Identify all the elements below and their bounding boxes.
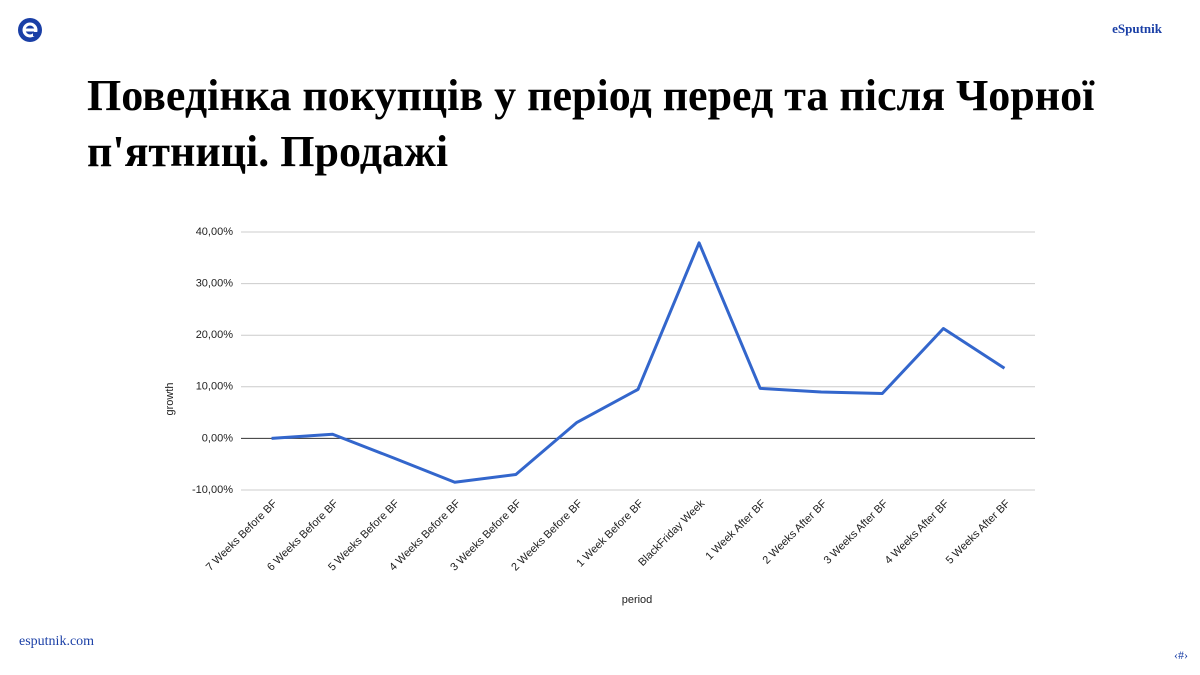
- logo: [18, 18, 42, 42]
- x-tick-label: 1 Week Before BF: [574, 497, 646, 569]
- y-axis-title: growth: [164, 382, 176, 415]
- y-tick-label: 0,00%: [202, 432, 233, 444]
- y-tick-label: 40,00%: [196, 226, 234, 238]
- y-tick-label: 30,00%: [196, 278, 234, 290]
- y-tick-label: 10,00%: [196, 381, 234, 393]
- x-tick-label: 2 Weeks After BF: [761, 497, 830, 566]
- y-tick-label: 20,00%: [196, 329, 234, 341]
- line-series: [271, 241, 1006, 484]
- x-tick-label: BlackFriday Week: [636, 497, 707, 568]
- y-tick-label: -10,00%: [192, 484, 233, 496]
- x-tick-label: 1 Week After BF: [703, 497, 768, 562]
- slide-number: ‹#›: [1174, 648, 1188, 662]
- x-tick-label: 3 Weeks After BF: [822, 497, 891, 566]
- brand: eSputnik: [1112, 21, 1162, 36]
- x-tick-label: 5 Weeks After BF: [944, 497, 1013, 566]
- slide-title: Поведінка покупців у період перед та піс…: [87, 71, 1095, 176]
- x-axis-title: period: [622, 594, 653, 606]
- x-tick-label: 4 Weeks After BF: [883, 497, 952, 566]
- footer-site: esputnik.com: [19, 634, 95, 649]
